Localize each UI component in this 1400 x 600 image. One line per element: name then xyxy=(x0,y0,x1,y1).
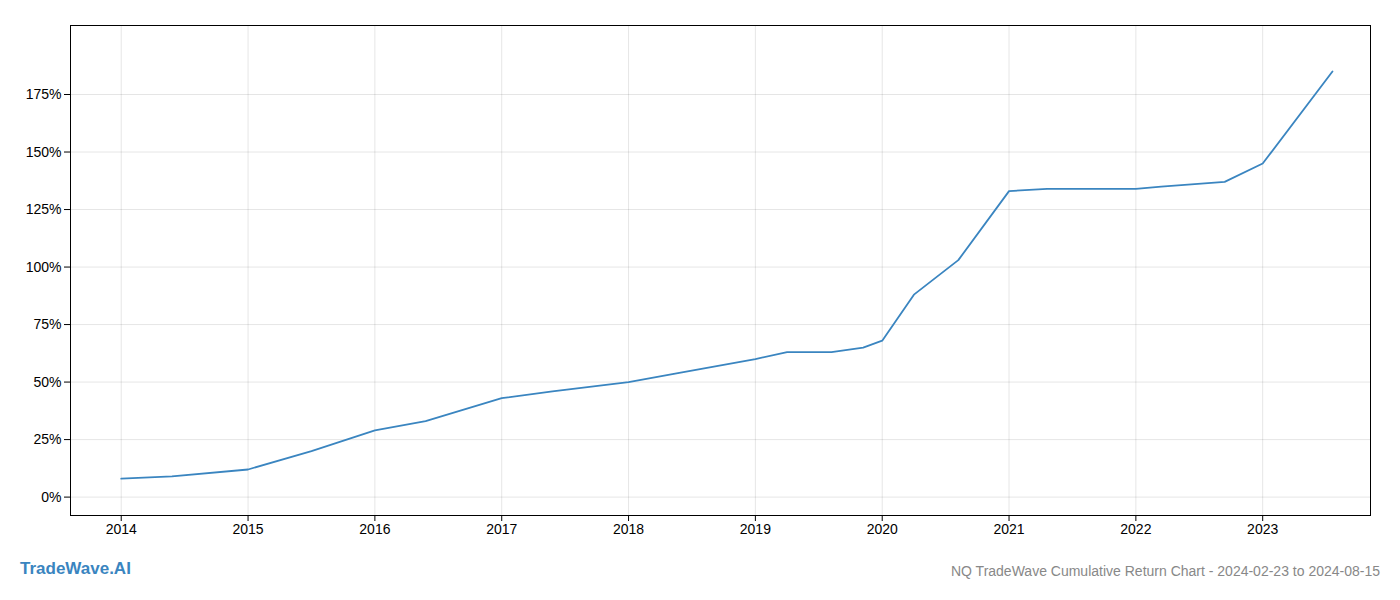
svg-text:2018: 2018 xyxy=(613,521,644,537)
svg-text:2017: 2017 xyxy=(486,521,517,537)
svg-text:100%: 100% xyxy=(26,259,62,275)
svg-text:25%: 25% xyxy=(33,431,61,447)
svg-text:150%: 150% xyxy=(26,144,62,160)
svg-text:175%: 175% xyxy=(26,86,62,102)
svg-text:2019: 2019 xyxy=(740,521,771,537)
html-text:NQ TradeWave Cumulative Return: NQ TradeWave Cumulative Return Chart - 2… xyxy=(951,563,1380,579)
svg-text:2020: 2020 xyxy=(867,521,898,537)
svg-text:2023: 2023 xyxy=(1247,521,1278,537)
svg-text:2021: 2021 xyxy=(993,521,1024,537)
svg-text:75%: 75% xyxy=(33,316,61,332)
svg-text:50%: 50% xyxy=(33,374,61,390)
svg-text:2016: 2016 xyxy=(359,521,390,537)
svg-text:2022: 2022 xyxy=(1120,521,1151,537)
html-text:TradeWave.AI: TradeWave.AI xyxy=(20,559,131,578)
svg-text:0%: 0% xyxy=(41,489,61,505)
svg-text:125%: 125% xyxy=(26,201,62,217)
svg-text:2015: 2015 xyxy=(232,521,263,537)
svg-text:2014: 2014 xyxy=(106,521,137,537)
